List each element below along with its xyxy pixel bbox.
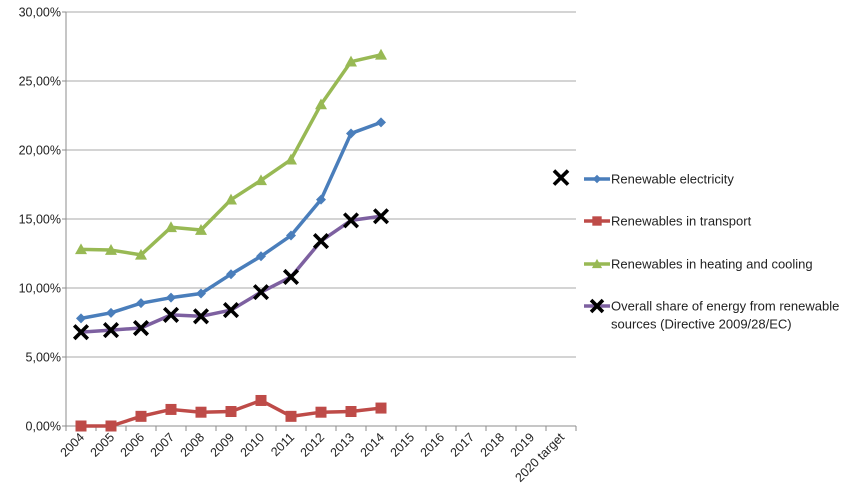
data-point bbox=[375, 402, 387, 414]
x-tick-label: 2018 bbox=[478, 430, 508, 460]
data-point bbox=[165, 221, 177, 233]
data-point bbox=[72, 324, 90, 341]
data-point bbox=[312, 233, 330, 250]
legend-label: sources (Directive 2009/28/EC) bbox=[611, 317, 792, 332]
x-tick-label: 2016 bbox=[418, 430, 448, 460]
x-tick-label: 2009 bbox=[208, 430, 238, 460]
data-point bbox=[252, 284, 270, 301]
data-point bbox=[195, 406, 207, 418]
data-point bbox=[591, 258, 603, 269]
data-point bbox=[552, 169, 570, 186]
series-4 bbox=[72, 208, 390, 341]
data-point bbox=[375, 48, 387, 60]
legend-item-1: Renewable electricity bbox=[584, 172, 734, 187]
series bbox=[72, 48, 570, 432]
legend-item-3: Renewables in heating and cooling bbox=[584, 257, 813, 272]
x-tick-label: 2005 bbox=[88, 430, 118, 460]
legend-item-2: Renewables in transport bbox=[584, 214, 752, 229]
data-point bbox=[162, 306, 180, 323]
x-tick-label: 2017 bbox=[448, 430, 478, 460]
series-line bbox=[80, 53, 382, 257]
x-tick-label: 2004 bbox=[58, 430, 88, 460]
series-3 bbox=[75, 48, 387, 260]
data-point bbox=[592, 174, 602, 184]
data-point bbox=[285, 153, 297, 165]
data-point bbox=[222, 302, 240, 319]
y-tick-label: 10,00% bbox=[19, 282, 61, 296]
series-1 bbox=[76, 117, 386, 324]
data-point bbox=[136, 298, 146, 309]
target-point bbox=[552, 169, 570, 186]
data-point bbox=[196, 288, 206, 299]
data-point bbox=[76, 313, 86, 324]
y-tick-label: 30,00% bbox=[19, 6, 61, 20]
data-point bbox=[195, 224, 207, 235]
data-point bbox=[135, 248, 147, 260]
y-axis-ticks: 0,00% 5,00% 10,00% 15,00% 20,00% 25,00% 30,00% bbox=[19, 6, 61, 434]
data-point bbox=[132, 319, 150, 337]
data-point bbox=[346, 128, 356, 139]
data-point bbox=[315, 98, 327, 110]
data-point bbox=[106, 307, 116, 318]
data-point bbox=[372, 208, 390, 225]
x-tick-label: 2013 bbox=[328, 430, 358, 460]
data-point bbox=[166, 292, 176, 303]
data-point bbox=[592, 216, 602, 226]
data-point bbox=[165, 403, 177, 415]
data-point bbox=[315, 406, 327, 418]
x-tick-label: 2012 bbox=[298, 430, 328, 460]
y-tick-label: 25,00% bbox=[19, 75, 61, 89]
x-tick-label: 2006 bbox=[118, 430, 148, 460]
data-point bbox=[316, 194, 326, 205]
data-point bbox=[286, 230, 296, 241]
x-tick-label: 2011 bbox=[268, 430, 297, 459]
data-point bbox=[75, 243, 87, 255]
data-point bbox=[345, 55, 357, 67]
y-tick-label: 0,00% bbox=[26, 420, 61, 434]
data-point bbox=[342, 212, 360, 229]
x-tick-label: 2014 bbox=[358, 430, 388, 460]
data-point bbox=[225, 193, 237, 205]
legend-label: Renewables in transport bbox=[611, 214, 752, 229]
data-point bbox=[192, 308, 210, 325]
x-tick-label: 2015 bbox=[388, 430, 418, 460]
y-tick-label: 20,00% bbox=[19, 144, 61, 158]
legend-label: Renewables in heating and cooling bbox=[611, 257, 813, 272]
data-point bbox=[376, 117, 386, 128]
y-tick-label: 5,00% bbox=[26, 351, 61, 365]
x-tick-label: 2010 bbox=[238, 430, 268, 460]
legend-label: Renewable electricity bbox=[611, 172, 734, 187]
data-point bbox=[75, 420, 87, 432]
series-2 bbox=[75, 394, 387, 432]
legend: Renewable electricity Renewables in trans… bbox=[584, 172, 839, 332]
data-point bbox=[226, 269, 236, 280]
x-axis-ticks: 2004 2005 2006 2007 2008 2009 2010 2011 2012 2013… bbox=[58, 430, 568, 485]
legend-item-4: Overall share of energy from renewable so… bbox=[584, 299, 839, 332]
series-line bbox=[80, 120, 382, 321]
data-point bbox=[105, 244, 117, 255]
data-point bbox=[589, 298, 605, 314]
data-point bbox=[285, 410, 297, 422]
data-point bbox=[255, 394, 267, 406]
data-point bbox=[256, 251, 266, 262]
axes bbox=[62, 11, 577, 431]
data-point bbox=[102, 322, 120, 339]
data-point bbox=[105, 420, 117, 432]
legend-label: Overall share of energy from renewable bbox=[611, 299, 839, 314]
data-point bbox=[255, 174, 267, 186]
y-tick-label: 15,00% bbox=[19, 213, 61, 227]
x-tick-label: 2007 bbox=[148, 430, 178, 460]
data-point bbox=[135, 410, 147, 422]
gridlines bbox=[66, 11, 576, 358]
x-tick-label: 2008 bbox=[178, 430, 208, 460]
data-point bbox=[282, 268, 300, 286]
data-point bbox=[225, 406, 237, 418]
data-point bbox=[345, 406, 357, 418]
